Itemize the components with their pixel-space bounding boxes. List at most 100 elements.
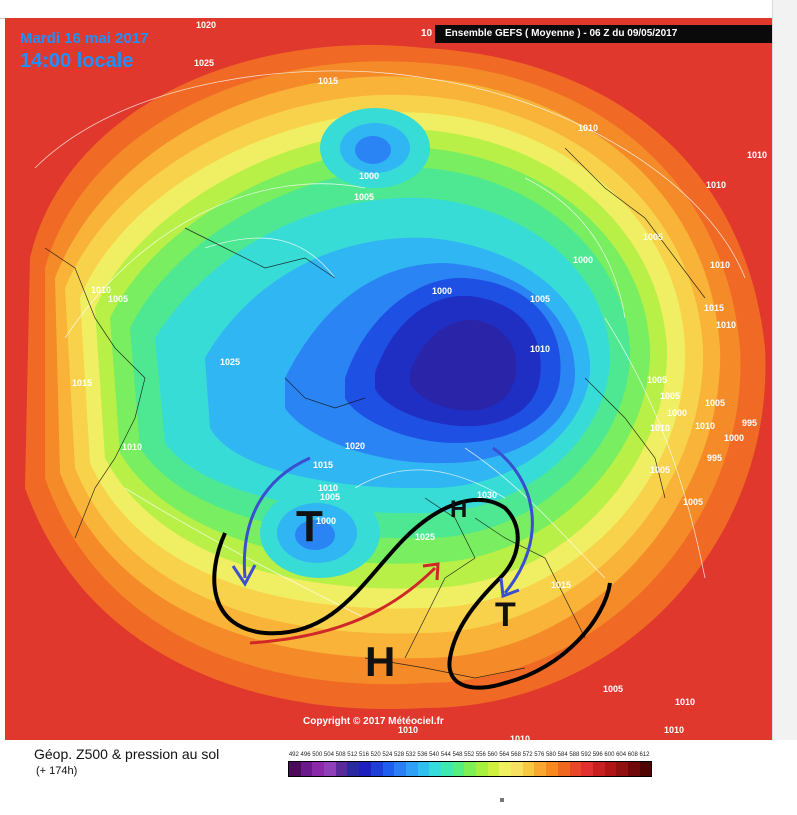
red-arrow-head [422, 562, 440, 581]
isobar-label: 1010 [650, 423, 671, 433]
isobar-label: 1010 [318, 483, 339, 493]
isobar-label: 1010 [578, 123, 599, 133]
isobar-label: 1005 [705, 398, 726, 408]
isobar-label: 1010 [398, 725, 419, 735]
scale-swatch [487, 762, 500, 776]
scale-swatch [569, 762, 582, 776]
scale-swatch [546, 762, 558, 776]
isobar-label: 1015 [313, 460, 334, 470]
isobar-label: 1010 [91, 285, 112, 295]
isobar-label: 1025 [194, 58, 215, 68]
isobar-label: 1005 [108, 294, 129, 304]
scale-label: 608 [627, 752, 638, 758]
scale-swatch [592, 762, 605, 776]
scale-label: 548 [452, 752, 463, 758]
blue-arrow-east-head [499, 577, 520, 599]
trough-east-label: T [495, 596, 516, 634]
scale-label: 508 [335, 752, 346, 758]
low-north-core [355, 136, 391, 164]
trough-west-label: T [296, 502, 323, 551]
copyright: Copyright © 2017 Météociel.fr [303, 716, 444, 727]
scale-label: 592 [581, 752, 592, 758]
scale-label: 600 [604, 752, 615, 758]
isobar-label: 1005 [643, 232, 664, 242]
scale-swatch [499, 762, 512, 776]
scale-swatch [464, 762, 476, 776]
scale-label: 532 [405, 752, 416, 758]
scale-label: 576 [534, 752, 545, 758]
scale-label: 492 [288, 752, 299, 758]
scale-label: 584 [557, 752, 568, 758]
scale-bar [288, 761, 653, 777]
scale-label: 556 [475, 752, 486, 758]
weather-map: T H T H 1020 1025 1015 1000 1005 1010 10… [5, 18, 772, 740]
scale-swatch [627, 762, 640, 776]
isobar-label: 1005 [647, 375, 668, 385]
isobar-label: 1025 [220, 357, 241, 367]
scale-swatch [312, 762, 325, 776]
high-south-label: H [365, 638, 396, 685]
scale-label: 560 [487, 752, 498, 758]
legend-footer [0, 740, 797, 815]
scale-label: 564 [499, 752, 510, 758]
isobar-label: 1010 [706, 180, 727, 190]
scale-swatch [522, 762, 535, 776]
isobar-label: 1020 [196, 20, 217, 30]
isobar-label: 1005 [320, 492, 341, 502]
blue-arrow-east [492, 446, 534, 594]
band-core [410, 319, 517, 411]
isobars [34, 70, 746, 619]
scale-label: 612 [639, 752, 650, 758]
blue-arrow-west-head [231, 564, 257, 587]
scale-swatch [370, 762, 383, 776]
isobar-label: 1010 [675, 697, 696, 707]
top-bar [0, 0, 772, 19]
scale-swatch [324, 762, 336, 776]
run-text: Ensemble GEFS ( Moyenne ) - 06 Z du 09/0… [445, 28, 678, 39]
trough-west-outline [212, 498, 612, 690]
isobar-label: 1000 [432, 286, 453, 296]
isobar-label: 1005 [354, 192, 375, 202]
scale-label: 520 [370, 752, 381, 758]
scale-swatch [300, 762, 313, 776]
scale-label: 552 [464, 752, 475, 758]
scale-labels: 492 496 500 504 508 512 516 520 524 528 532 536 540 5… [288, 752, 652, 761]
blue-arrow-west [242, 456, 311, 579]
coastlines [44, 147, 706, 679]
scale-swatch [417, 762, 430, 776]
scale-swatch [616, 762, 628, 776]
high-north-label: H [450, 496, 468, 523]
scale-label: 512 [347, 752, 358, 758]
red-arrow [249, 566, 437, 645]
isobar-label: 1015 [551, 580, 572, 590]
scale-label: 516 [358, 752, 369, 758]
isobar-label: 1000 [667, 408, 688, 418]
isobar-label: 1025 [415, 532, 436, 542]
isobar-label: 1005 [530, 294, 551, 304]
page-indicator [500, 798, 504, 802]
isobar-label: 1005 [683, 497, 704, 507]
run-prefix: 10 [421, 28, 433, 39]
isobar-label: 1005 [660, 391, 681, 401]
isobar-label: 995 [707, 453, 723, 463]
scale-swatch [429, 762, 441, 776]
isobar-label: 1015 [318, 76, 339, 86]
scale-swatch [452, 762, 465, 776]
scale-label: 500 [312, 752, 323, 758]
low-west-core [295, 520, 335, 550]
scrollbar[interactable] [772, 0, 797, 740]
legend-title: Géop. Z500 & pression au sol [34, 746, 220, 762]
scale-swatch [557, 762, 570, 776]
isobar-label: 1000 [359, 171, 380, 181]
scale-swatch [581, 762, 593, 776]
isobar-label: 1000 [316, 516, 337, 526]
scale-label: 504 [323, 752, 334, 758]
scale-swatch [405, 762, 418, 776]
isobar-label: 1015 [704, 303, 725, 313]
scale-swatch [511, 762, 523, 776]
isobar-label: 1000 [724, 433, 745, 443]
isobar-label: 1000 [573, 255, 594, 265]
forecast-date: Mardi 16 mai 2017 [20, 30, 149, 47]
isobar-label: 1015 [72, 378, 93, 388]
